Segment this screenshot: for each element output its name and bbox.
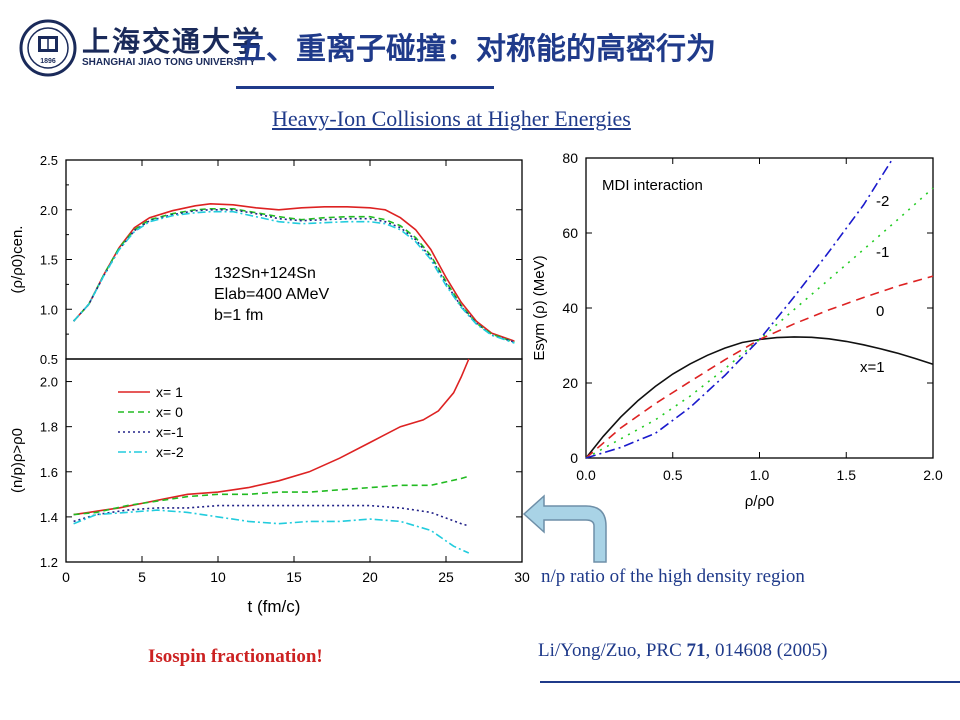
np-xtick-label: 5: [138, 569, 146, 585]
esym-series-label: -1: [876, 244, 889, 261]
reference-caption: Li/Yong/Zuo, PRC 71, 014608 (2005): [538, 640, 827, 662]
density-series-line: [73, 210, 515, 344]
density-ytick-label: 0.5: [40, 352, 58, 367]
esym-xtick-label: 0.0: [576, 467, 596, 483]
esym-xtick-label: 2.0: [923, 467, 943, 483]
np-xtick-label: 20: [362, 569, 378, 585]
reference-suffix: , 014608 (2005): [705, 640, 828, 661]
seal-year: 1896: [40, 58, 56, 65]
density-series-line: [73, 202, 515, 342]
np-ytick-label: 1.4: [40, 510, 58, 525]
density-ytick-label: 2.5: [40, 153, 58, 168]
slide-subtitle: Heavy-Ion Collisions at Higher Energies: [272, 106, 631, 131]
university-seal-icon: 1896: [19, 19, 77, 77]
esym-ytick-label: 80: [562, 150, 578, 166]
esym-chart: 0.0 0.5 1.0 1.5 2.0 0 20 40 60 80 ρ/ρ0 Esym (ρ) (Me…: [531, 150, 943, 510]
np-xtick-label: 10: [210, 569, 226, 585]
legend-label: x=-1: [156, 424, 184, 440]
legend-label: x= 1: [156, 384, 183, 400]
np-series-line: [73, 358, 470, 516]
esym-xtick-label: 1.0: [750, 467, 770, 483]
esym-ytick-label: 20: [562, 375, 578, 391]
title-underline: [236, 86, 494, 89]
density-ytick-label: 1.0: [40, 302, 58, 317]
np-series-line: [73, 509, 470, 554]
np-series-line: [73, 475, 470, 516]
np-xtick-label: 15: [286, 569, 302, 585]
esym-series-line: [585, 157, 894, 459]
density-panel-frame: [65, 159, 523, 360]
np-ytick-label: 2.0: [40, 375, 58, 390]
np-xaxis-label: t (fm/c): [248, 597, 301, 616]
esym-series-label: 0: [876, 303, 884, 320]
esym-ytick-label: 0: [570, 450, 578, 466]
density-annotation-line: b=1 fm: [214, 307, 263, 324]
np-ratio-caption: n/p ratio of the high density region: [541, 566, 805, 587]
np-yaxis-label: (n/p)ρ>ρ0: [9, 428, 26, 493]
legend-label: x= 0: [156, 404, 183, 420]
np-xtick-label: 25: [438, 569, 454, 585]
esym-ytick-label: 40: [562, 300, 578, 316]
density-annotation-line: Elab=400 AMeV: [214, 286, 330, 303]
esym-xtick-label: 0.5: [663, 467, 683, 483]
esym-series-label: -2: [876, 193, 889, 210]
left-chart: 0.5 1.0 1.5 2.0 2.5 (ρ/ρ0)cen. 132Sn+124Sn Elab…: [9, 153, 530, 616]
esym-series-line: [585, 187, 934, 459]
legend-label: x=-2: [156, 444, 184, 460]
density-annotation-line: 132Sn+124Sn: [214, 265, 316, 282]
esym-series-label: x=1: [860, 359, 885, 376]
np-panel-frame: [65, 358, 523, 563]
np-ytick-label: 1.8: [40, 420, 58, 435]
esym-ytick-label: 60: [562, 225, 578, 241]
reference-prefix: Li/Yong/Zuo, PRC: [538, 640, 687, 661]
np-xtick-label: 0: [62, 569, 70, 585]
university-name-en: SHANGHAI JIAO TONG UNIVERSITY: [82, 57, 256, 68]
isospin-caption: Isospin fractionation!: [148, 646, 323, 667]
np-ytick-label: 1.6: [40, 465, 58, 480]
density-axis-label: (ρ/ρ0)cen.: [9, 226, 26, 294]
university-name-cn: 上海交通大学: [82, 25, 263, 58]
density-series-line: [73, 209, 515, 343]
np-xtick-label: 30: [514, 569, 530, 585]
np-series-line: [73, 504, 470, 527]
page-title: 五、重离子碰撞：对称能的高密行为: [236, 32, 716, 67]
esym-xtick-label: 1.5: [837, 467, 857, 483]
density-ytick-label: 1.5: [40, 253, 58, 268]
density-ytick-label: 2.0: [40, 203, 58, 218]
curved-arrow-icon: [522, 494, 607, 563]
np-ytick-label: 1.2: [40, 555, 58, 570]
footer-line: [540, 681, 960, 683]
university-logo: 1896: [18, 18, 248, 80]
esym-xaxis-label: ρ/ρ0: [745, 493, 775, 510]
esym-yaxis-label: Esym (ρ) (MeV): [531, 255, 548, 360]
reference-volume: 71: [686, 640, 706, 661]
esym-title: MDI interaction: [602, 177, 703, 194]
